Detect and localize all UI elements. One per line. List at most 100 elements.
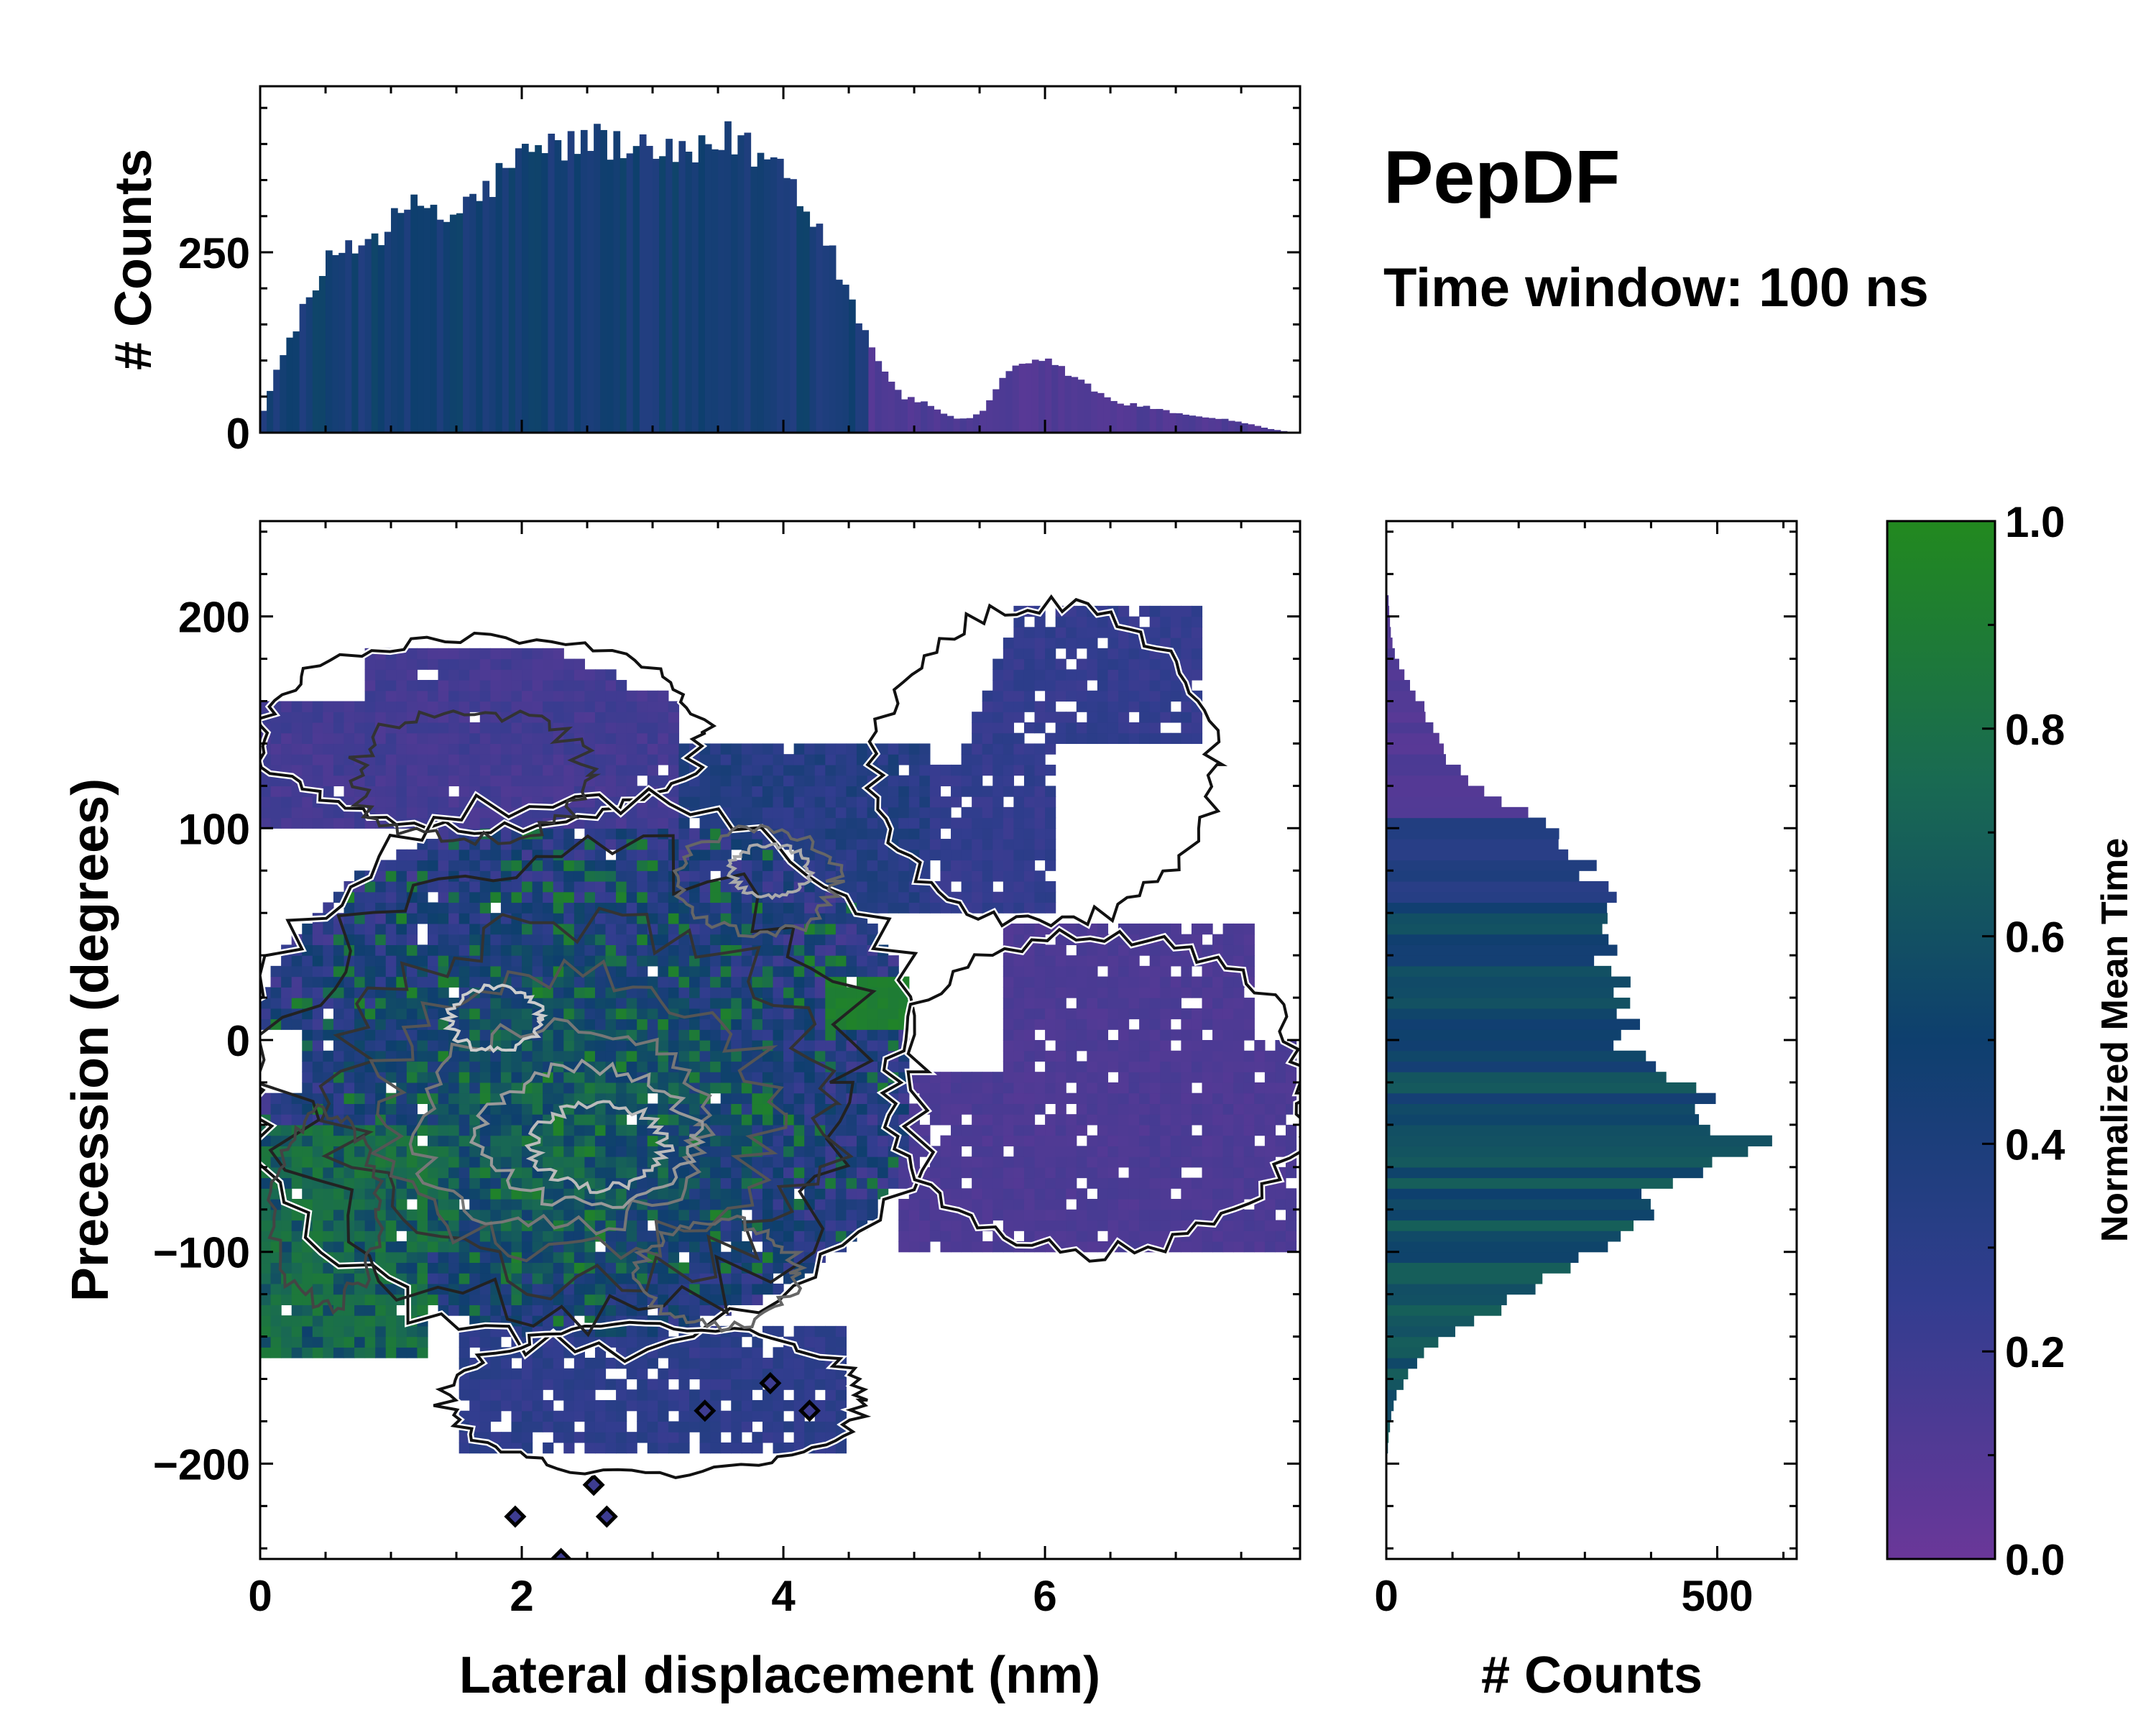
heatmap-cell [438, 891, 449, 903]
heatmap-cell [616, 701, 627, 712]
heatmap-cell [406, 987, 418, 998]
heatmap-cell [1013, 828, 1025, 840]
heatmap-cell [710, 1273, 722, 1284]
heatmap-cell [961, 1156, 972, 1168]
heatmap-cell [668, 976, 680, 988]
heatmap-cell [825, 1399, 837, 1412]
heatmap-cell [406, 1061, 418, 1072]
heatmap-cell [951, 1156, 962, 1168]
heatmap-cell [543, 1082, 554, 1094]
heatmap-cell [543, 870, 554, 882]
heatmap-cell [448, 1241, 460, 1253]
heatmap-cell [323, 976, 334, 988]
heatmap-cell [616, 1018, 627, 1030]
heatmap-cell [490, 891, 502, 903]
heatmap-cell [594, 1124, 607, 1136]
heatmap-cell [982, 849, 993, 861]
heatmap-cell [563, 743, 575, 755]
heatmap-cell [825, 987, 837, 998]
heatmap-cell [553, 860, 564, 871]
heatmap-cell [846, 806, 857, 819]
heatmap-cell [438, 796, 449, 808]
heatmap-cell [898, 902, 910, 914]
heatmap-cell [1034, 1082, 1046, 1094]
heatmap-cell [584, 1241, 596, 1253]
heatmap-cell [469, 669, 481, 681]
heatmap-cell [699, 754, 711, 765]
heatmap-cell [1045, 880, 1056, 893]
heatmap-cell [469, 690, 481, 702]
heatmap-cell [364, 796, 376, 808]
heatmap-cell [877, 1146, 889, 1157]
heatmap-cell [417, 1029, 428, 1041]
heatmap-cell [961, 1072, 972, 1083]
heatmap-cell [302, 722, 313, 734]
heatmap-cell [658, 1442, 669, 1454]
heatmap-cell [637, 722, 648, 734]
heatmap-cell [699, 998, 711, 1009]
heatmap-cell [773, 1347, 784, 1358]
heatmap-cell [573, 1305, 585, 1316]
heatmap-cell [616, 955, 627, 967]
top-histogram-bar [1097, 392, 1105, 433]
heatmap-cell [658, 1114, 669, 1126]
heatmap-cell [364, 955, 376, 967]
heatmap-cell [710, 1283, 722, 1295]
heatmap-cell [364, 1199, 376, 1210]
heatmap-cell [888, 965, 899, 978]
heatmap-cell [563, 658, 575, 670]
heatmap-cell [459, 934, 470, 945]
heatmap-cell [584, 839, 596, 850]
heatmap-cell [1013, 690, 1025, 702]
heatmap-cell [281, 1220, 292, 1231]
heatmap-cell [867, 1167, 878, 1179]
heatmap-cell [354, 1325, 366, 1338]
heatmap-cell [1045, 712, 1056, 723]
heatmap-cell [835, 955, 847, 967]
heatmap-cell [438, 1199, 449, 1210]
heatmap-cell [626, 775, 637, 786]
heatmap-cell [573, 860, 585, 871]
top-histogram-bar [685, 152, 693, 433]
heatmap-cell [563, 1421, 575, 1432]
heatmap-cell [312, 1262, 323, 1274]
heatmap-cell [1013, 1209, 1025, 1221]
heatmap-cell [982, 754, 993, 765]
heatmap-cell [1139, 1072, 1151, 1083]
heatmap-cell [1097, 627, 1109, 638]
heatmap-cell [856, 1188, 868, 1200]
heatmap-cell [637, 976, 648, 988]
heatmap-cell [605, 669, 617, 681]
heatmap-cell [563, 1029, 575, 1041]
heatmap-cell [1076, 1061, 1087, 1072]
heatmap-cell [835, 1135, 847, 1146]
top-histogram-bar [515, 148, 522, 433]
heatmap-cell [584, 1082, 596, 1094]
heatmap-cell [720, 754, 732, 765]
heatmap-cell [1139, 1156, 1151, 1168]
heatmap-cell [720, 764, 732, 776]
heatmap-cell [773, 775, 784, 786]
heatmap-cell [1045, 849, 1056, 861]
heatmap-cell [1055, 1209, 1067, 1221]
heatmap-cell [762, 976, 774, 988]
heatmap-cell [846, 1209, 857, 1221]
heatmap-cell [1013, 839, 1025, 850]
heatmap-cell [689, 891, 701, 903]
heatmap-cell [835, 754, 847, 765]
heatmap-cell [888, 860, 899, 871]
heatmap-cell [1034, 828, 1046, 840]
heatmap-cell [982, 870, 993, 882]
heatmap-cell [626, 849, 637, 861]
heatmap-cell [584, 1283, 596, 1295]
heatmap-cell [563, 1230, 575, 1242]
heatmap-cell [479, 1262, 491, 1274]
heatmap-cell [511, 1114, 522, 1126]
heatmap-cell [364, 913, 376, 924]
heatmap-cell [616, 1135, 627, 1146]
heatmap-cell [825, 1124, 837, 1136]
heatmap-cell [1097, 1135, 1109, 1146]
heatmap-cell [1149, 1008, 1161, 1020]
heatmap-cell [877, 998, 889, 1009]
heatmap-cell [490, 1251, 502, 1264]
